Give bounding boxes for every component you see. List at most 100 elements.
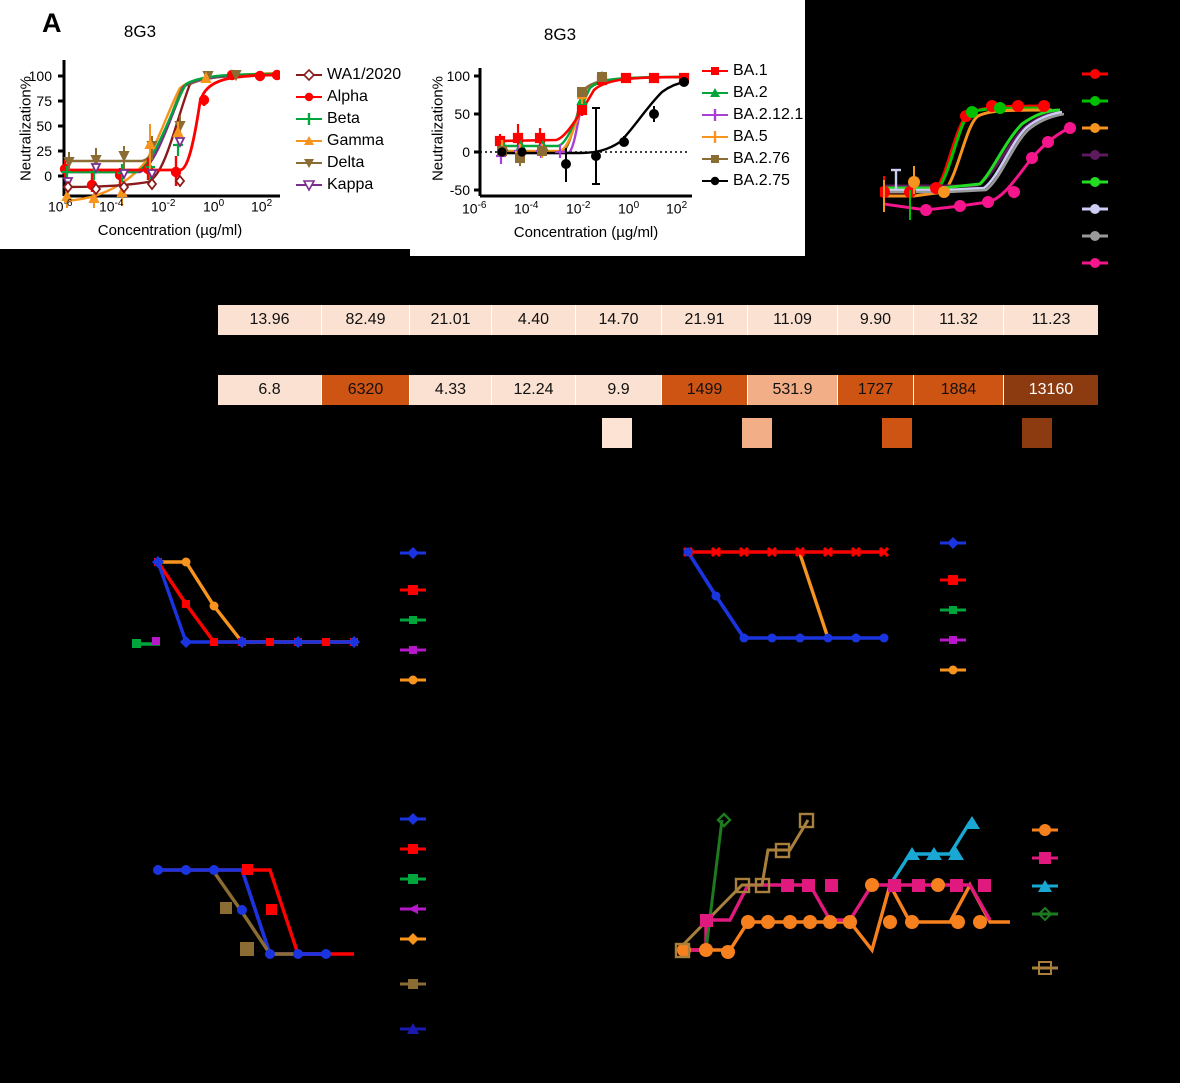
square-icon (400, 872, 426, 886)
legend-item-ba2121[interactable]: BA.2.12.1 (702, 104, 803, 126)
circle-icon (940, 663, 966, 677)
panel1-xlabel: Concentration (µg/ml) (97, 222, 243, 239)
legend-item-delta[interactable]: Delta (296, 152, 401, 174)
panel7-legend (1032, 816, 1058, 1008)
panel1-ytick-75: 75 (36, 93, 52, 109)
panel-label-A: A (42, 8, 62, 38)
legend-item-p3-6[interactable] (1082, 195, 1108, 222)
triangle-icon (400, 1022, 426, 1036)
square-icon (940, 573, 966, 587)
legend-item-p6-4[interactable] (400, 894, 426, 924)
circle-icon (1082, 202, 1108, 216)
swatch-gap (912, 418, 1022, 448)
legend-item-p5-5[interactable] (940, 655, 966, 685)
panel2-ytick-neg50: -50 (449, 182, 470, 198)
legend-item-ba2[interactable]: BA.2 (702, 82, 803, 104)
open-diamond-icon (1032, 906, 1058, 922)
open-diamond-icon (296, 68, 322, 82)
panel3-legend (1082, 60, 1108, 276)
square-icon (400, 643, 426, 657)
legend-item-ba275[interactable]: BA.2.75 (702, 170, 803, 192)
legend-label: Gamma (327, 132, 384, 149)
panel3-plot (878, 100, 1076, 220)
legend-item-p4-2[interactable] (400, 575, 426, 605)
legend-item-p5-1[interactable] (940, 520, 966, 565)
legend-item-p4-1[interactable] (400, 530, 426, 575)
legend-item-p6-5[interactable] (400, 924, 426, 954)
table-cell: 21.01 (410, 305, 492, 335)
triangle-icon (296, 134, 322, 148)
panel1-ytick-50: 50 (36, 118, 52, 134)
table-cell: 9.90 (838, 305, 914, 335)
chart-panel-5 (660, 510, 990, 680)
legend-item-p3-7[interactable] (1082, 222, 1108, 249)
legend-label: BA.2.76 (733, 150, 790, 167)
legend-item-p7-2[interactable] (1032, 844, 1058, 872)
legend-item-p6-7[interactable] (400, 1014, 426, 1044)
legend-item-p3-3[interactable] (1082, 114, 1108, 141)
circle-icon (1032, 823, 1058, 837)
panel1-xtick-4: 100 (203, 198, 225, 215)
legend-item-beta[interactable]: Beta (296, 108, 401, 130)
table-cell: 11.32 (914, 305, 1004, 335)
legend-item-p7-1[interactable] (1032, 816, 1058, 844)
open-square-icon (1032, 961, 1058, 975)
panel1-card (0, 0, 410, 249)
legend-label: WA1/2020 (327, 66, 402, 83)
legend-item-p7-4[interactable] (1032, 900, 1058, 928)
legend-item-ba5[interactable]: BA.5 (702, 126, 803, 148)
legend-item-p6-2[interactable] (400, 834, 426, 864)
legend-label: Alpha (327, 88, 368, 105)
circle-icon (296, 90, 322, 104)
panel1-plot (58, 60, 280, 208)
legend-item-kappa[interactable]: Kappa (296, 174, 401, 196)
legend-item-p6-1[interactable] (400, 804, 426, 834)
panel2-ytick-100: 100 (446, 68, 470, 84)
panel2-xtick-5: 102 (666, 200, 688, 217)
color-scale-swatch (1022, 418, 1052, 448)
panel1-ytick-0: 0 (44, 168, 52, 184)
table-cell: 4.33 (410, 375, 492, 405)
panel2-xlabel: Concentration (µg/ml) (513, 224, 659, 241)
panel2-card (410, 0, 805, 256)
plus-icon (702, 130, 728, 144)
legend-item-p6-6[interactable] (400, 954, 426, 1014)
legend-item-ba1[interactable]: BA.1 (702, 60, 803, 82)
circle-icon (1082, 121, 1108, 135)
panel1-ytick-100: 100 (28, 68, 52, 84)
legend-item-p3-2[interactable] (1082, 87, 1108, 114)
panel2-ytick-0: 0 (462, 144, 470, 160)
circle-icon (1082, 67, 1108, 81)
legend-item-p3-4[interactable] (1082, 141, 1108, 168)
chart-panel-1: 8G3 Neutralization% 100 75 50 25 0 (0, 0, 410, 249)
table-cell: 1884 (914, 375, 1004, 405)
table-cell: 11.23 (1004, 305, 1098, 335)
legend-label: Kappa (327, 176, 374, 193)
legend-item-p3-5[interactable] (1082, 168, 1108, 195)
legend-item-p4-3[interactable] (400, 605, 426, 635)
legend-item-p4-5[interactable] (400, 665, 426, 695)
legend-item-alpha[interactable]: Alpha (296, 86, 401, 108)
color-scale-swatch (602, 418, 632, 448)
legend-item-p5-2[interactable] (940, 565, 966, 595)
open-inverted-triangle-icon (296, 178, 322, 192)
panel5-legend (940, 520, 966, 685)
legend-item-gamma[interactable]: Gamma (296, 130, 401, 152)
triangle-left-icon (400, 902, 426, 916)
legend-item-ba276[interactable]: BA.2.76 (702, 148, 803, 170)
legend-item-p6-3[interactable] (400, 864, 426, 894)
legend-item-wa1[interactable]: WA1/2020 (296, 64, 401, 86)
legend-item-p3-8[interactable] (1082, 249, 1108, 276)
panel2-xtick-2: 10-4 (514, 200, 539, 217)
panel1-title: 8G3 (123, 22, 157, 41)
legend-item-p7-5[interactable] (1032, 928, 1058, 1008)
legend-item-p5-4[interactable] (940, 625, 966, 655)
legend-item-p3-1[interactable] (1082, 60, 1108, 87)
legend-item-p4-4[interactable] (400, 635, 426, 665)
panel2-xtick-1: 10-6 (462, 200, 487, 217)
panel6-plot (153, 864, 354, 959)
square-icon (400, 583, 426, 597)
legend-item-p5-3[interactable] (940, 595, 966, 625)
legend-label: Beta (327, 110, 360, 127)
legend-item-p7-3[interactable] (1032, 872, 1058, 900)
